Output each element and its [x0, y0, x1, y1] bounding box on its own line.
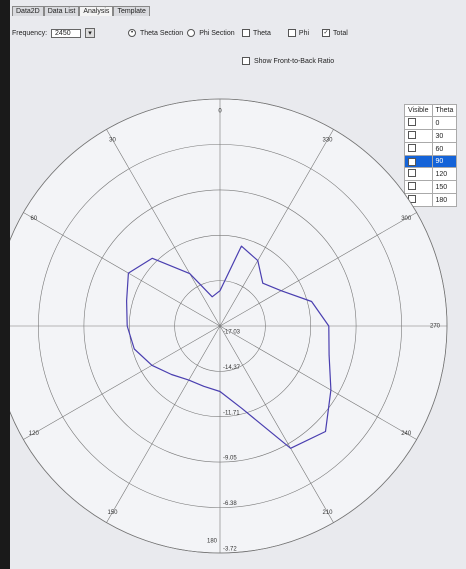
- angle-tick-label: 300: [401, 216, 412, 222]
- visible-cell: [404, 142, 433, 156]
- r-tick-label: -6.38: [223, 501, 237, 507]
- angle-tick-label: 150: [107, 510, 118, 516]
- spoke: [219, 129, 334, 327]
- front-to-back-row: Show Front-to-Back Ratio: [242, 57, 334, 65]
- checkbox-label: Total: [333, 29, 348, 37]
- checkbox[interactable]: ✓: [322, 29, 331, 37]
- checkbox[interactable]: [408, 131, 416, 139]
- spoke: [219, 325, 334, 523]
- pattern-curve: [126, 245, 332, 449]
- checkbox[interactable]: ✓: [408, 157, 416, 166]
- table-row[interactable]: ✓ 90: [404, 155, 458, 168]
- frequency-select[interactable]: 2450: [51, 28, 82, 38]
- component-options: Theta Phi ✓ Total: [242, 29, 348, 37]
- radio[interactable]: •: [128, 29, 136, 37]
- spoke: [106, 325, 221, 523]
- spoke: [106, 129, 221, 327]
- tab[interactable]: Analysis: [79, 6, 114, 16]
- frequency-row: Frequency: 2450 ▾: [12, 28, 96, 38]
- theta-cell: 180: [431, 193, 458, 207]
- checkbox-label: Show Front-to-Back Ratio: [254, 57, 335, 65]
- spoke: [23, 212, 221, 327]
- tab-bar: Data2D Data List Analysis Template: [12, 6, 150, 16]
- angle-tick-label: 330: [322, 137, 333, 143]
- checkbox-label: Theta: [253, 29, 271, 37]
- angle-tick-label: 270: [430, 324, 441, 330]
- r-tick-label: -11.71: [223, 410, 240, 416]
- checkbox[interactable]: [408, 182, 416, 190]
- checkbox[interactable]: [242, 29, 250, 37]
- checkbox[interactable]: [408, 118, 416, 126]
- r-tick-label: -9.05: [223, 456, 237, 462]
- frequency-label: Frequency:: [12, 29, 48, 37]
- angle-tick-label: 120: [29, 431, 40, 437]
- checkbox-label: Phi: [298, 29, 310, 37]
- angle-tick-label: 30: [109, 137, 116, 143]
- tab[interactable]: Data List: [43, 6, 80, 16]
- spoke: [23, 325, 221, 440]
- angle-tick-label: 210: [322, 510, 333, 516]
- theta-cell: 90: [431, 155, 458, 168]
- section-options: • Theta Section Phi Section: [128, 29, 235, 37]
- table-row[interactable]: 150: [404, 180, 458, 194]
- radio-label: Theta Section: [140, 29, 184, 37]
- angle-tick-label: 0: [218, 109, 222, 115]
- tab[interactable]: Data2D: [12, 6, 44, 16]
- checkbox[interactable]: [242, 57, 250, 65]
- checkbox[interactable]: [287, 29, 296, 37]
- angle-tick-label: 60: [30, 216, 37, 222]
- table-row[interactable]: 60: [404, 142, 458, 156]
- angle-tick-label: 240: [401, 431, 412, 437]
- r-tick-label: -3.72: [223, 547, 237, 553]
- r-tick-label: -14.37: [223, 365, 241, 371]
- visible-cell: [404, 116, 433, 130]
- spoke: [219, 212, 417, 327]
- tab[interactable]: Template: [113, 6, 150, 16]
- checkbox[interactable]: [408, 144, 416, 152]
- dropdown-button[interactable]: ▾: [85, 28, 96, 38]
- polar-plot: -17.03-14.37-11.71-9.05-6.38-3.720306090…: [10, 98, 448, 554]
- radio[interactable]: [187, 29, 196, 37]
- radio-label: Phi Section: [199, 29, 235, 37]
- checkbox[interactable]: [408, 169, 416, 177]
- angle-tick-label: 180: [207, 539, 218, 545]
- spoke: [219, 325, 417, 440]
